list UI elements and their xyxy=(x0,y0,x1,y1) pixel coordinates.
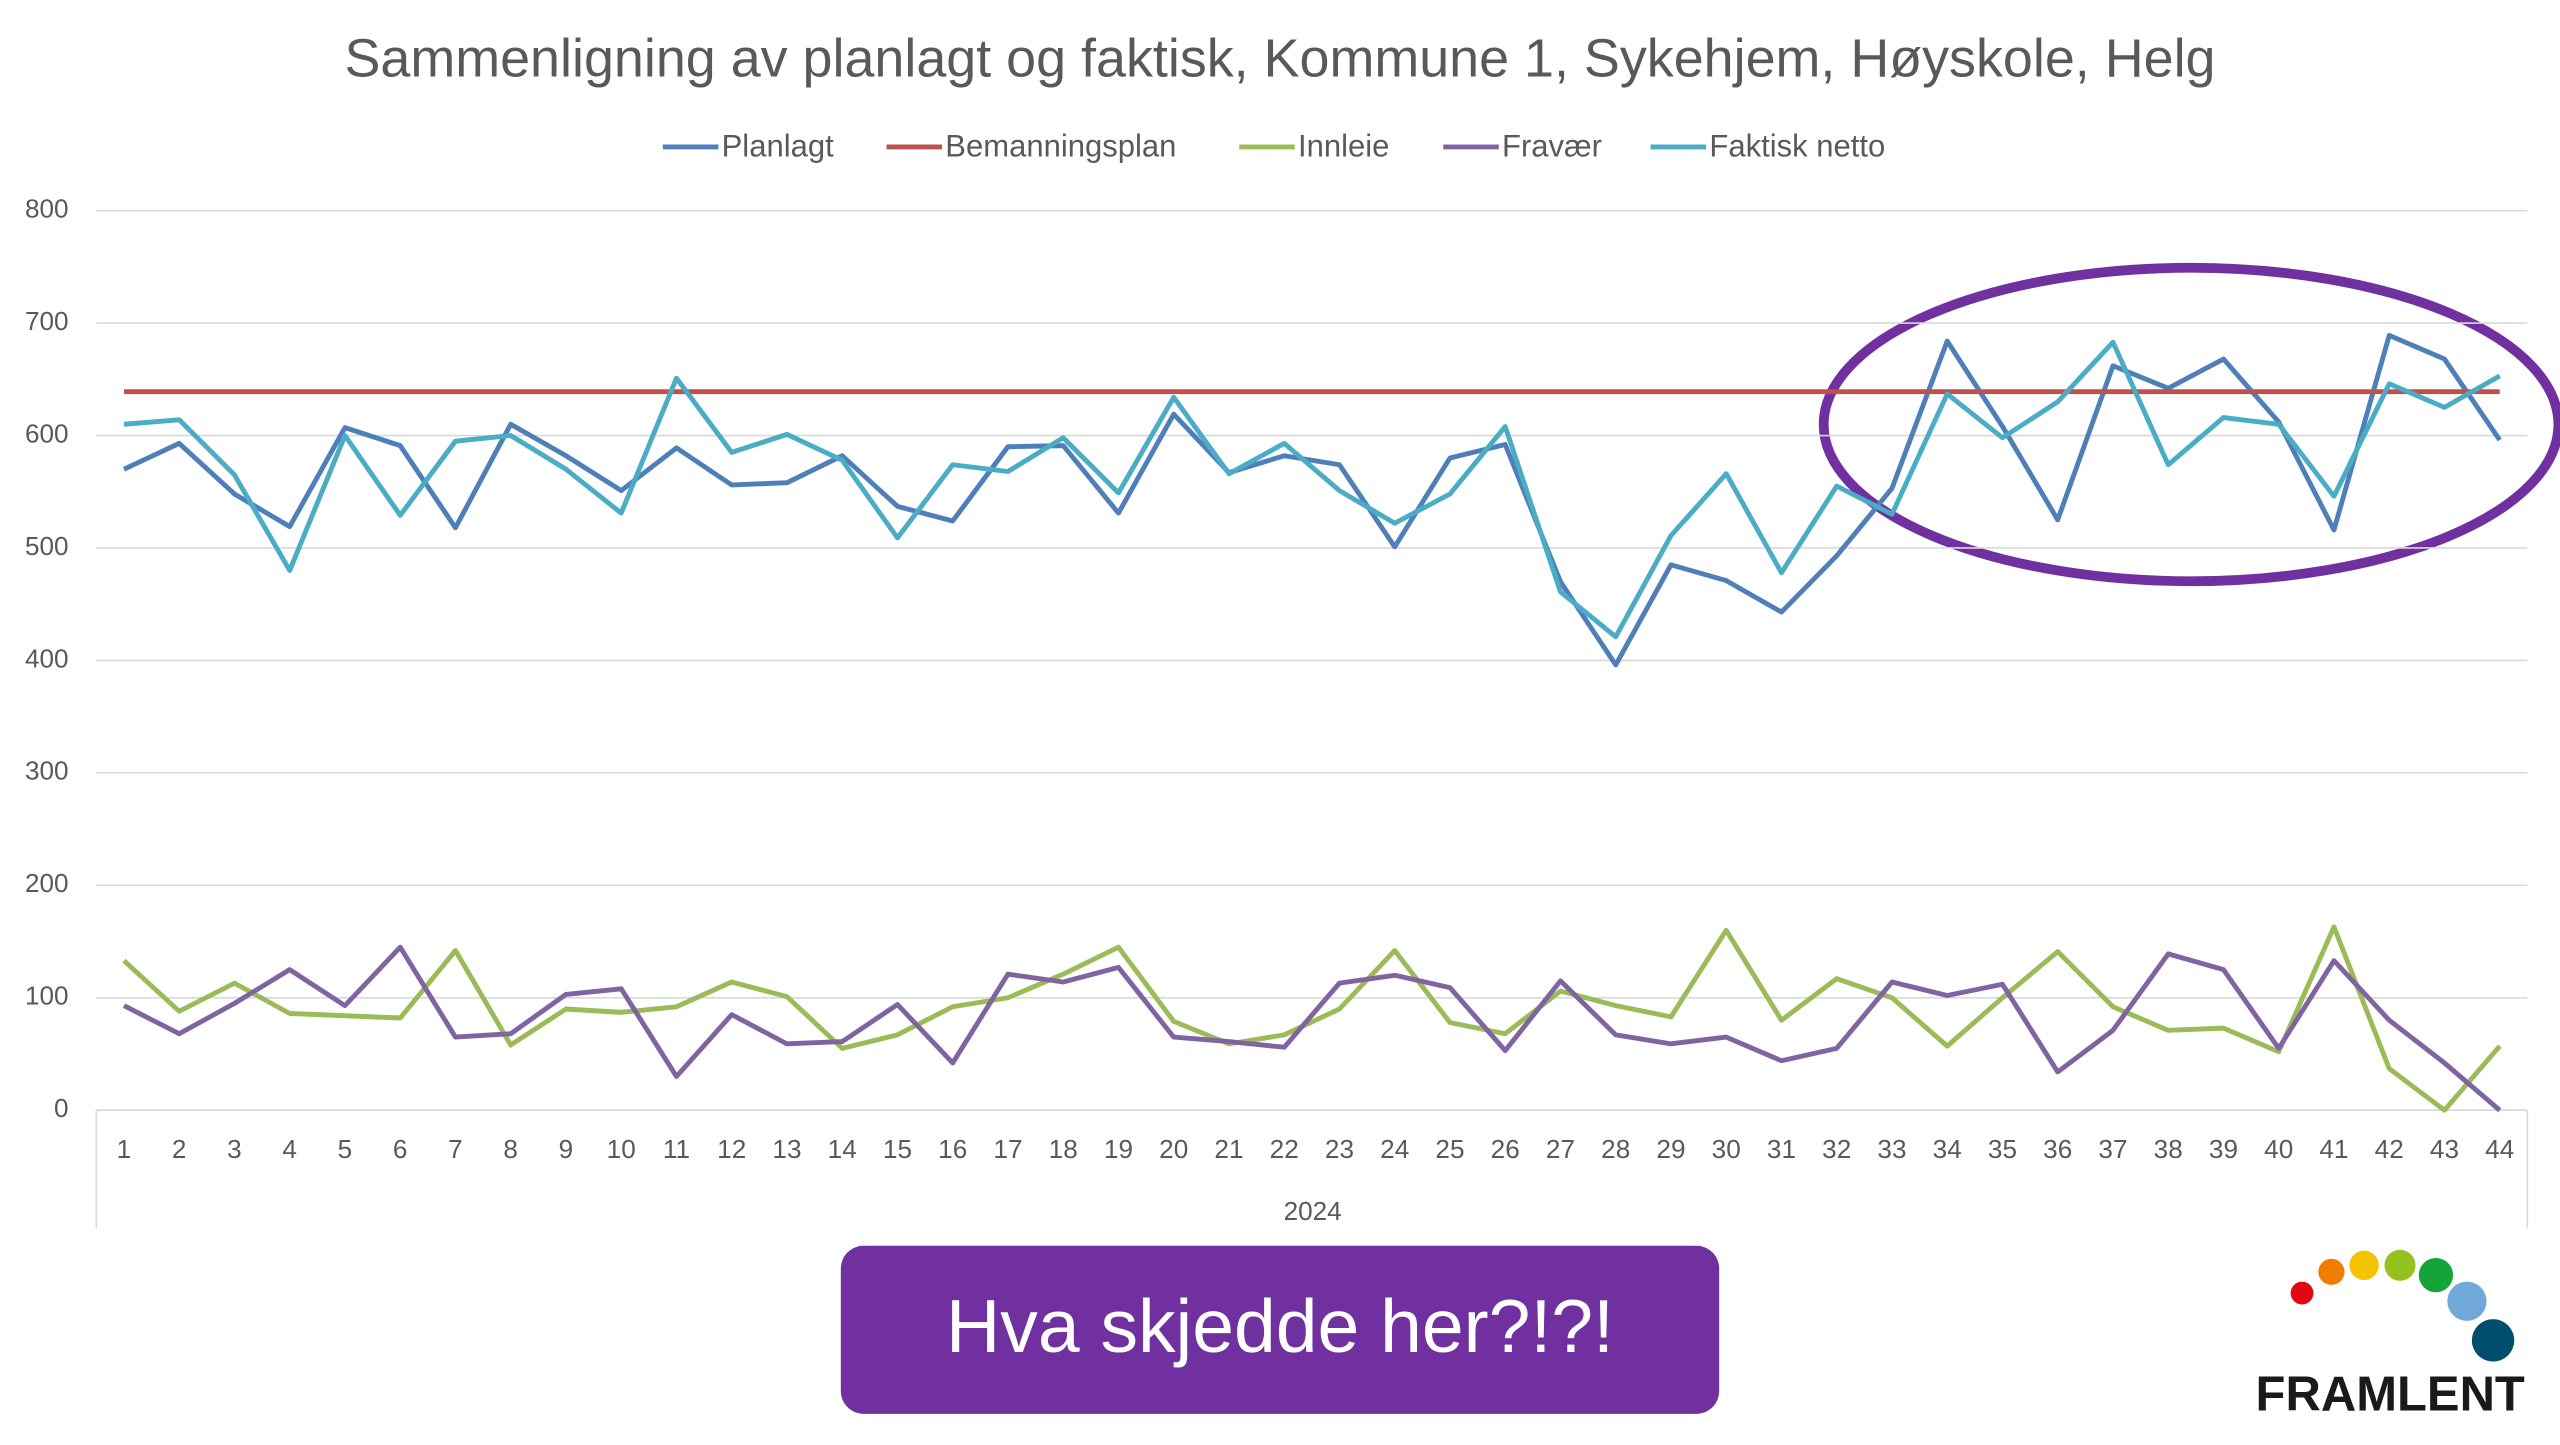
x-group-label: 2024 xyxy=(1284,1196,1342,1226)
y-tick-label: 0 xyxy=(54,1093,69,1123)
x-tick-label: 20 xyxy=(1159,1134,1188,1164)
x-tick-label: 8 xyxy=(503,1134,518,1164)
legend-label: Planlagt xyxy=(722,129,834,164)
series-line xyxy=(122,924,2502,1113)
logo-dot xyxy=(2471,1319,2515,1362)
x-tick-label: 43 xyxy=(2430,1134,2459,1164)
legend-label: Bemanningsplan xyxy=(945,129,1176,164)
x-tick-label: 34 xyxy=(1933,1134,1962,1164)
x-tick-label: 13 xyxy=(772,1134,801,1164)
x-tick-label: 21 xyxy=(1214,1134,1243,1164)
logo-dot xyxy=(2290,1281,2314,1305)
y-tick-label: 100 xyxy=(25,981,69,1011)
x-tick-label: 37 xyxy=(2098,1134,2127,1164)
x-tick-label: 23 xyxy=(1325,1134,1354,1164)
annotation: Hva skjedde her?!?! xyxy=(946,1284,1614,1368)
x-tick-label: 30 xyxy=(1712,1134,1741,1164)
x-tick-label: 28 xyxy=(1601,1134,1630,1164)
x-tick-label: 6 xyxy=(393,1134,408,1164)
x-tick-label: 36 xyxy=(2043,1134,2072,1164)
x-tick-label: 4 xyxy=(282,1134,297,1164)
y-tick-label: 400 xyxy=(25,643,69,673)
x-tick-label: 18 xyxy=(1049,1134,1078,1164)
x-tick-label: 9 xyxy=(559,1134,574,1164)
series-line xyxy=(122,944,2502,1113)
x-tick-label: 31 xyxy=(1767,1134,1796,1164)
chart-title: Sammenligning av planlagt og faktisk, Ko… xyxy=(345,28,2216,88)
logo-dot xyxy=(2318,1258,2345,1285)
x-tick-label: 33 xyxy=(1877,1134,1906,1164)
x-tick-label: 16 xyxy=(938,1134,967,1164)
x-tick-label: 5 xyxy=(338,1134,353,1164)
x-tick-label: 24 xyxy=(1380,1134,1409,1164)
x-tick-label: 1 xyxy=(117,1134,132,1164)
x-tick-label: 14 xyxy=(828,1134,857,1164)
x-tick-label: 40 xyxy=(2264,1134,2293,1164)
logo-dot xyxy=(2447,1281,2487,1321)
y-tick-label: 800 xyxy=(25,194,69,224)
highlight-ellipse xyxy=(1818,262,2560,587)
logo-dot xyxy=(2418,1257,2454,1293)
x-tick-label: 25 xyxy=(1435,1134,1464,1164)
x-tick-label: 27 xyxy=(1546,1134,1575,1164)
legend-label: Faktisk netto xyxy=(1709,129,1885,164)
x-tick-label: 44 xyxy=(2485,1134,2514,1164)
legend-label: Innleie xyxy=(1298,129,1389,164)
legend-label: Fravær xyxy=(1502,129,1602,164)
x-tick-label: 42 xyxy=(2375,1134,2404,1164)
x-tick-label: 19 xyxy=(1104,1134,1133,1164)
x-tick-label: 10 xyxy=(607,1134,636,1164)
x-tick-label: 41 xyxy=(2319,1134,2348,1164)
logo-dot xyxy=(2384,1249,2416,1281)
x-tick-label: 11 xyxy=(663,1134,690,1164)
x-tick-label: 7 xyxy=(448,1134,463,1164)
series-line xyxy=(122,332,2502,668)
x-tick-label: 22 xyxy=(1270,1134,1299,1164)
logo-dot xyxy=(2349,1250,2379,1280)
x-tick-label: 32 xyxy=(1822,1134,1851,1164)
x-tick-label: 29 xyxy=(1656,1134,1685,1164)
x-tick-label: 3 xyxy=(227,1134,242,1164)
x-tick-label: 26 xyxy=(1491,1134,1520,1164)
x-tick-label: 38 xyxy=(2154,1134,2183,1164)
y-tick-label: 700 xyxy=(25,306,69,336)
logo: FRAMLENT xyxy=(2256,1249,2525,1421)
y-tick-label: 300 xyxy=(25,756,69,786)
x-tick-label: 2 xyxy=(172,1134,187,1164)
logo-text: FRAMLENT xyxy=(2256,1367,2525,1421)
y-tick-label: 600 xyxy=(25,418,69,448)
y-tick-label: 500 xyxy=(25,531,69,561)
annotation-box xyxy=(840,1245,1720,1414)
series-line xyxy=(123,339,2501,640)
y-tick-label: 200 xyxy=(25,868,69,898)
x-tick-label: 39 xyxy=(2209,1134,2238,1164)
x-tick-label: 17 xyxy=(993,1134,1022,1164)
x-tick-label: 15 xyxy=(883,1134,912,1164)
x-tick-label: 35 xyxy=(1988,1134,2017,1164)
x-tick-label: 12 xyxy=(717,1134,746,1164)
